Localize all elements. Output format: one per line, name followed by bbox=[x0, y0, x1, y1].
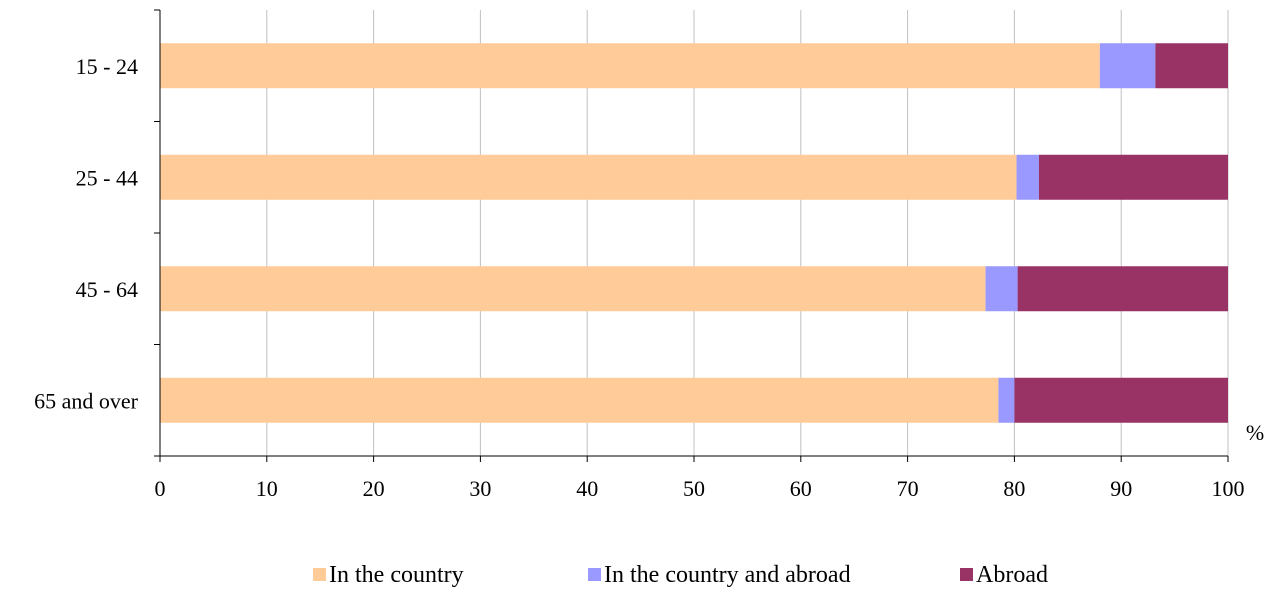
bar-segment bbox=[1017, 266, 1228, 312]
x-tick-label: 90 bbox=[1110, 476, 1132, 501]
x-tick-label: 40 bbox=[576, 476, 598, 501]
legend: In the country In the country and abroad A… bbox=[313, 562, 1048, 588]
legend-label: In the country bbox=[329, 562, 464, 588]
bar-segment bbox=[1014, 377, 1228, 423]
bar-segment bbox=[1038, 154, 1228, 200]
y-tick-labels: 15 - 24 25 - 44 45 - 64 65 and over bbox=[34, 9, 160, 457]
bar-segment bbox=[998, 377, 1015, 423]
y-tick-label: 45 - 64 bbox=[76, 277, 138, 302]
bars bbox=[160, 43, 1228, 423]
bar-segment bbox=[1016, 154, 1039, 200]
legend-swatch bbox=[960, 568, 973, 581]
bar-segment bbox=[985, 266, 1018, 312]
legend-swatch bbox=[588, 568, 601, 581]
bar-segment bbox=[160, 43, 1100, 89]
x-tick-label: 10 bbox=[256, 476, 278, 501]
bar-segment bbox=[160, 154, 1017, 200]
bar-segment bbox=[1099, 43, 1156, 89]
y-tick-label: 25 - 44 bbox=[76, 165, 138, 190]
x-tick-label: 60 bbox=[790, 476, 812, 501]
x-tick-label: 20 bbox=[363, 476, 385, 501]
bar-segment bbox=[1155, 43, 1228, 89]
legend-label: Abroad bbox=[976, 562, 1048, 588]
bar-segment bbox=[160, 377, 999, 423]
y-tick-label: 65 and over bbox=[34, 388, 139, 413]
x-tick-label: 30 bbox=[469, 476, 491, 501]
x-tick-labels: 0 10 20 30 40 50 60 70 80 90 100 bbox=[155, 456, 1245, 501]
x-tick-label: 100 bbox=[1212, 476, 1245, 501]
bar-segment bbox=[160, 266, 986, 312]
x-axis-unit-label: % bbox=[1246, 420, 1264, 445]
x-tick-label: 0 bbox=[155, 476, 166, 501]
y-tick-label: 15 - 24 bbox=[76, 54, 138, 79]
legend-swatch bbox=[313, 568, 326, 581]
x-tick-label: 70 bbox=[897, 476, 919, 501]
legend-label: In the country and abroad bbox=[604, 562, 851, 588]
x-tick-label: 50 bbox=[683, 476, 705, 501]
x-tick-label: 80 bbox=[1003, 476, 1025, 501]
